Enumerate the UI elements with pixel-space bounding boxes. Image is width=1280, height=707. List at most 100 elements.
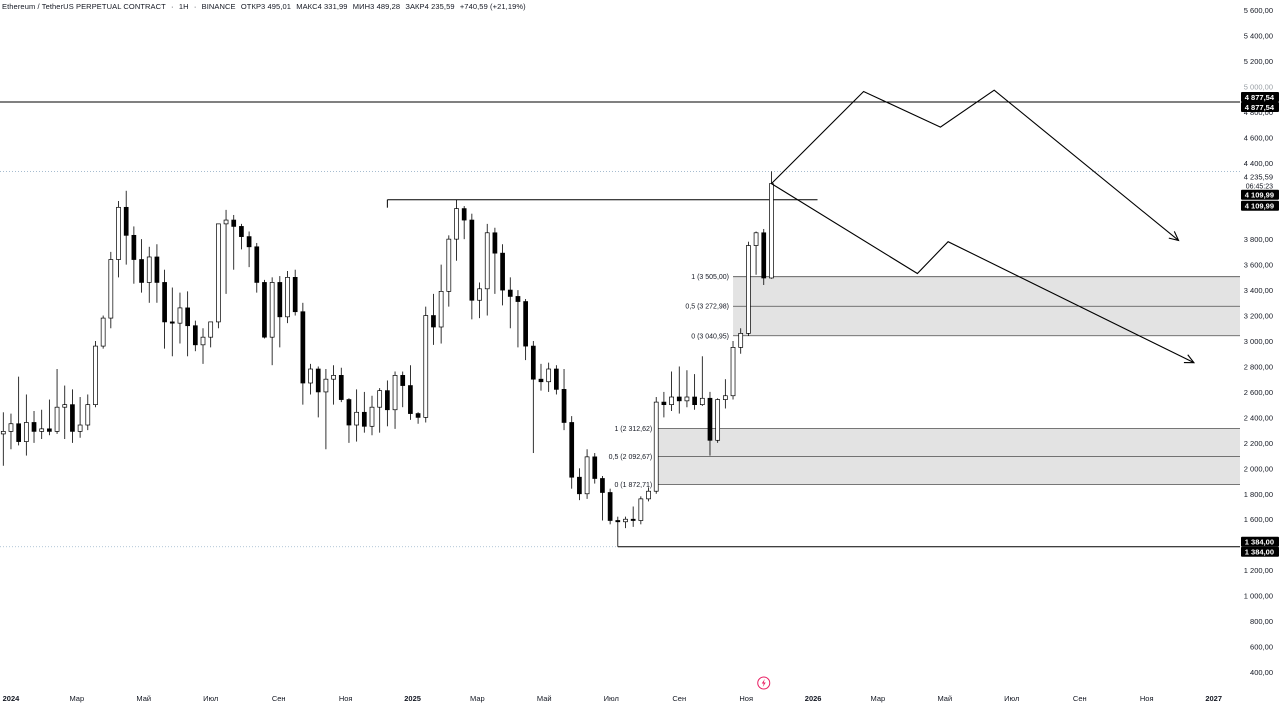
price-axis[interactable] [1242, 0, 1280, 707]
candle[interactable] [507, 289, 513, 297]
candle[interactable] [16, 423, 22, 442]
candle[interactable] [200, 336, 206, 346]
candle[interactable] [292, 276, 298, 313]
candle[interactable] [438, 291, 444, 328]
candle[interactable] [454, 208, 459, 240]
candle[interactable] [354, 411, 359, 426]
candle[interactable] [331, 375, 336, 380]
candle[interactable] [85, 404, 91, 426]
candle[interactable] [431, 315, 436, 328]
candle[interactable] [62, 404, 68, 408]
candle[interactable] [308, 368, 313, 384]
candle[interactable] [500, 252, 505, 291]
candle[interactable] [269, 282, 275, 338]
candle[interactable] [561, 389, 567, 423]
candle[interactable] [515, 296, 521, 302]
candle[interactable] [484, 232, 490, 290]
candle[interactable] [369, 406, 375, 427]
candle[interactable] [116, 206, 121, 260]
candle[interactable] [262, 282, 267, 338]
candle[interactable] [39, 428, 45, 432]
candle[interactable] [769, 183, 774, 279]
candle[interactable] [0, 431, 6, 435]
candle[interactable] [300, 311, 306, 384]
timeframe[interactable]: 1Н [178, 2, 189, 11]
candle[interactable] [753, 232, 759, 246]
projection-path-bearish[interactable] [771, 183, 1195, 364]
candle[interactable] [707, 397, 713, 441]
candle[interactable] [169, 321, 175, 324]
candle[interactable] [746, 245, 751, 334]
candle[interactable] [638, 498, 644, 521]
candle[interactable] [70, 404, 75, 432]
candle[interactable] [223, 219, 229, 225]
candle[interactable] [646, 490, 651, 500]
candle[interactable] [661, 401, 667, 406]
candle[interactable] [699, 397, 705, 406]
candle[interactable] [461, 208, 467, 221]
candle[interactable] [630, 518, 636, 521]
candle[interactable] [600, 478, 605, 493]
candle[interactable] [392, 375, 398, 411]
candle[interactable] [546, 368, 552, 383]
candle[interactable] [538, 378, 544, 383]
candle[interactable] [47, 428, 52, 432]
candle[interactable] [338, 375, 344, 400]
candle[interactable] [162, 282, 167, 323]
candle[interactable] [676, 396, 682, 402]
candle[interactable] [8, 423, 14, 432]
candle[interactable] [77, 424, 83, 432]
candle[interactable] [684, 396, 690, 402]
candle[interactable] [208, 321, 214, 338]
candle[interactable] [185, 307, 190, 327]
candle[interactable] [385, 390, 390, 411]
candle[interactable] [93, 345, 98, 406]
candle[interactable] [323, 378, 329, 393]
candle[interactable] [54, 406, 60, 432]
candle[interactable] [108, 259, 114, 319]
candle[interactable] [761, 232, 767, 279]
candle[interactable] [569, 422, 575, 478]
candle[interactable] [254, 246, 260, 283]
candle[interactable] [469, 219, 475, 301]
candle[interactable] [592, 456, 598, 479]
candle[interactable] [415, 413, 421, 418]
candle[interactable] [131, 234, 137, 260]
candle[interactable] [239, 226, 244, 237]
candle[interactable] [377, 390, 383, 408]
candle[interactable] [669, 396, 674, 406]
candle[interactable] [100, 317, 106, 347]
candle[interactable] [216, 223, 221, 323]
candle[interactable] [623, 518, 628, 523]
candle[interactable] [715, 399, 721, 441]
candle[interactable] [346, 399, 352, 426]
candle[interactable] [246, 236, 252, 248]
candle[interactable] [692, 396, 697, 406]
candle[interactable] [607, 492, 613, 521]
candle[interactable] [192, 325, 198, 346]
candle[interactable] [123, 206, 129, 236]
candle[interactable] [23, 422, 29, 442]
candle[interactable] [361, 411, 367, 427]
candle[interactable] [554, 368, 559, 390]
candle[interactable] [154, 256, 160, 283]
candle[interactable] [523, 301, 528, 347]
candle[interactable] [231, 219, 237, 227]
candle[interactable] [722, 395, 728, 400]
symbol-name[interactable]: Ethereum / TetherUS PERPETUAL CONTRACT [2, 2, 166, 11]
candle[interactable] [615, 520, 621, 523]
candle[interactable] [315, 368, 321, 393]
candle[interactable] [738, 333, 744, 348]
projection-path-bullish[interactable] [771, 89, 1179, 241]
candle[interactable] [146, 256, 152, 283]
candle[interactable] [577, 476, 582, 495]
candle[interactable] [277, 282, 283, 318]
candle[interactable] [31, 422, 37, 432]
candle[interactable] [285, 276, 290, 318]
candle[interactable] [446, 238, 452, 292]
candle[interactable] [408, 385, 413, 414]
candle[interactable] [530, 345, 536, 380]
candle[interactable] [477, 288, 482, 301]
candle[interactable] [653, 401, 659, 492]
